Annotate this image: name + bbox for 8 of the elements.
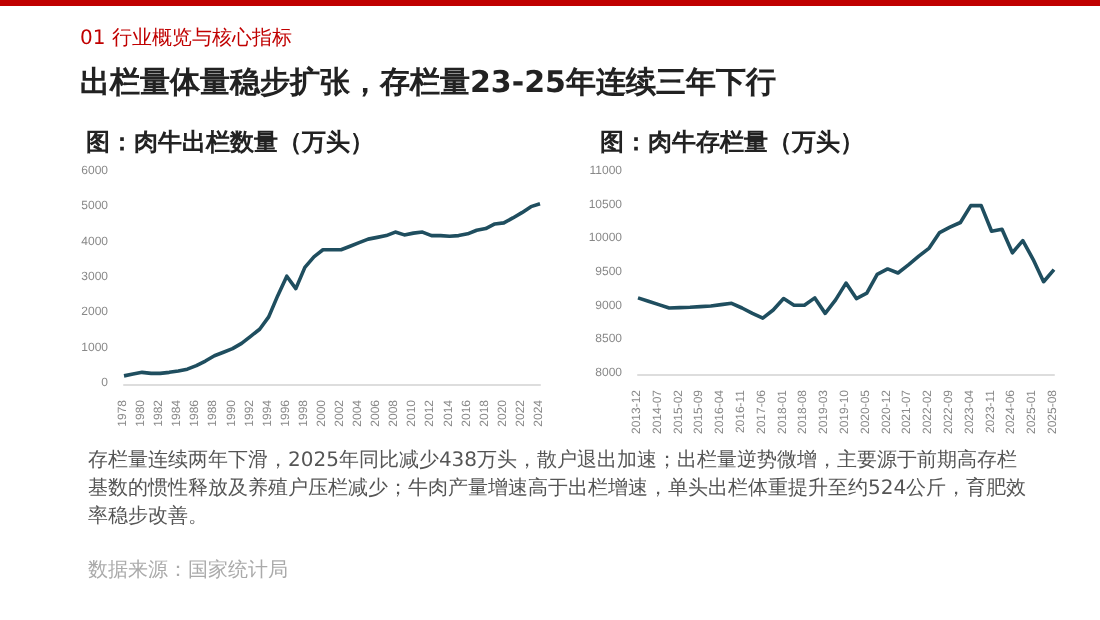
chart-title: 图：肉牛出栏数量（万头） (86, 128, 374, 156)
line-series (636, 203, 1056, 320)
source-note: 数据来源：国家统计局 (88, 557, 288, 584)
line-series (122, 202, 542, 378)
chart-title: 图：肉牛存栏量（万头） (600, 128, 864, 156)
text: 01 行业概览与核心指标 (80, 25, 292, 52)
text: 出栏量体量稳步扩张，存栏量23-25年连续三年下行 (80, 64, 776, 102)
text: 存栏量连续两年下滑，2025年同比减少438万头，散户退出加速；出栏量逆势微增，主要源于前期高存栏基数的惯性释放及养殖户压栏减少；牛肉产量增速高于出栏增速，单头出栏体重提升至约524公斤，育肥效率稳步改善。 (88, 448, 1028, 532)
